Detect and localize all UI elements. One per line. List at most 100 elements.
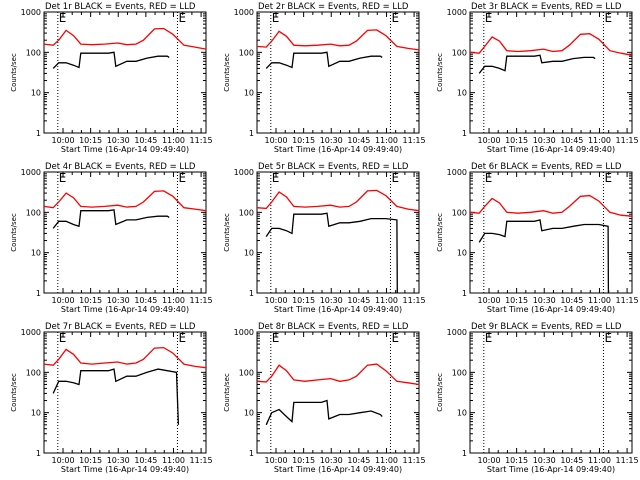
event-marker-label: E: [391, 11, 399, 25]
y-tick-label: 100: [452, 368, 467, 377]
y-tick-label: 10: [31, 89, 41, 98]
event-marker-label: E: [178, 11, 186, 25]
y-tick-label: 1000: [447, 168, 467, 177]
x-tick-label: 10:15: [505, 136, 528, 145]
lld-rate-line: [469, 194, 633, 217]
x-axis-label: Start Time (16-Apr-14 09:49:40): [487, 145, 615, 154]
y-tick-label: 1000: [21, 168, 41, 177]
events-rate-line: [52, 209, 170, 229]
plot-frame: [43, 331, 207, 454]
panel-title: Det 6r BLACK = Events, RED = LLD: [471, 162, 622, 172]
x-tick-label: 11:00: [162, 456, 185, 465]
x-tick-label: 11:00: [162, 136, 185, 145]
y-tick-label: 100: [26, 368, 41, 377]
y-tick-label: 10: [31, 249, 41, 258]
y-axis-label: Counts/sec: [436, 373, 444, 412]
lld-rate-line: [256, 363, 420, 386]
y-tick-label: 1000: [234, 8, 254, 17]
x-tick-label: 10:00: [51, 136, 74, 145]
detector-panel-2: Det 2r BLACK = Events, RED = LLD 1 10 100 10…: [223, 2, 426, 154]
y-axis-label: Counts/sec: [10, 373, 18, 412]
y-tick-label: 10: [457, 89, 467, 98]
y-tick-label: 100: [239, 208, 254, 217]
plot-frame: [469, 171, 633, 294]
event-marker-label: E: [485, 171, 493, 185]
detector-panel-4: Det 4r BLACK = Events, RED = LLD 1 10 100 10…: [10, 162, 213, 314]
events-rate-line: [478, 219, 610, 294]
x-tick-label: 11:00: [588, 296, 611, 305]
detector-panel-6: Det 6r BLACK = Events, RED = LLD 1 10 100 10…: [436, 162, 639, 314]
plot-frame: [469, 331, 633, 454]
lld-rate-line: [43, 346, 207, 369]
x-axis-label: Start Time (16-Apr-14 09:49:40): [61, 305, 189, 314]
panel-title: Det 5r BLACK = Events, RED = LLD: [258, 162, 409, 172]
y-axis-label: Counts/sec: [223, 373, 231, 412]
x-tick-label: 10:00: [51, 456, 74, 465]
y-tick-label: 1000: [234, 168, 254, 177]
x-tick-label: 11:15: [403, 456, 426, 465]
event-marker-label: E: [178, 171, 186, 185]
event-marker-label: E: [178, 331, 186, 345]
x-tick-label: 10:45: [560, 456, 583, 465]
lld-rate-line: [43, 190, 207, 212]
events-rate-line: [478, 54, 596, 74]
plot-frame: [256, 331, 420, 454]
x-tick-label: 10:45: [134, 136, 157, 145]
event-marker-label: E: [485, 11, 493, 25]
x-axis-label: Start Time (16-Apr-14 09:49:40): [61, 465, 189, 474]
y-tick-label: 100: [26, 48, 41, 57]
x-tick-label: 10:00: [264, 296, 287, 305]
detector-panel-7: Det 7r BLACK = Events, RED = LLD 1 10 100 10…: [10, 322, 213, 474]
x-tick-label: 10:45: [560, 296, 583, 305]
y-tick-label: 10: [244, 89, 254, 98]
detector-panel-3: Det 3r BLACK = Events, RED = LLD 1 10 100 10…: [436, 2, 639, 154]
y-tick-label: 1: [249, 129, 254, 138]
event-marker-label: E: [604, 171, 612, 185]
plot-frame: [43, 11, 207, 134]
y-axis-label: Counts/sec: [436, 53, 444, 92]
y-tick-label: 100: [239, 368, 254, 377]
lld-rate-line: [43, 27, 207, 50]
x-tick-label: 11:00: [588, 456, 611, 465]
y-tick-label: 1: [36, 129, 41, 138]
x-tick-label: 10:45: [134, 296, 157, 305]
event-marker-label: E: [59, 171, 67, 185]
y-tick-label: 10: [31, 409, 41, 418]
x-tick-label: 11:00: [375, 296, 398, 305]
panel-title: Det 2r BLACK = Events, RED = LLD: [258, 2, 409, 12]
x-tick-label: 10:15: [79, 456, 102, 465]
event-marker-label: E: [604, 11, 612, 25]
events-rate-line: [265, 212, 398, 294]
detector-panel-1: Det 1r BLACK = Events, RED = LLD 1 10 100 10…: [10, 2, 213, 154]
y-axis-label: Counts/sec: [223, 213, 231, 252]
y-tick-label: 100: [239, 48, 254, 57]
events-rate-line: [265, 51, 383, 69]
x-tick-label: 10:45: [347, 296, 370, 305]
x-tick-label: 10:15: [79, 296, 102, 305]
y-tick-label: 100: [452, 208, 467, 217]
y-tick-label: 1: [249, 289, 254, 298]
x-tick-label: 10:45: [560, 136, 583, 145]
x-axis-label: Start Time (16-Apr-14 09:49:40): [487, 465, 615, 474]
event-marker-label: E: [391, 331, 399, 345]
x-tick-label: 11:15: [190, 136, 213, 145]
x-axis-label: Start Time (16-Apr-14 09:49:40): [487, 305, 615, 314]
x-tick-label: 11:00: [588, 136, 611, 145]
x-axis-label: Start Time (16-Apr-14 09:49:40): [61, 145, 189, 154]
x-tick-label: 11:00: [162, 296, 185, 305]
y-tick-label: 10: [244, 409, 254, 418]
x-tick-label: 11:15: [190, 456, 213, 465]
y-tick-label: 1000: [447, 328, 467, 337]
y-tick-label: 1000: [21, 328, 41, 337]
x-tick-label: 10:45: [134, 456, 157, 465]
x-tick-label: 11:00: [375, 136, 398, 145]
x-tick-label: 10:30: [107, 456, 130, 465]
x-tick-label: 10:15: [292, 456, 315, 465]
plot-frame: [256, 11, 420, 134]
y-tick-label: 1000: [21, 8, 41, 17]
x-tick-label: 10:15: [292, 296, 315, 305]
x-tick-label: 10:15: [505, 456, 528, 465]
panel-title: Det 7r BLACK = Events, RED = LLD: [45, 322, 196, 332]
event-marker-label: E: [391, 171, 399, 185]
event-marker-label: E: [272, 171, 280, 185]
